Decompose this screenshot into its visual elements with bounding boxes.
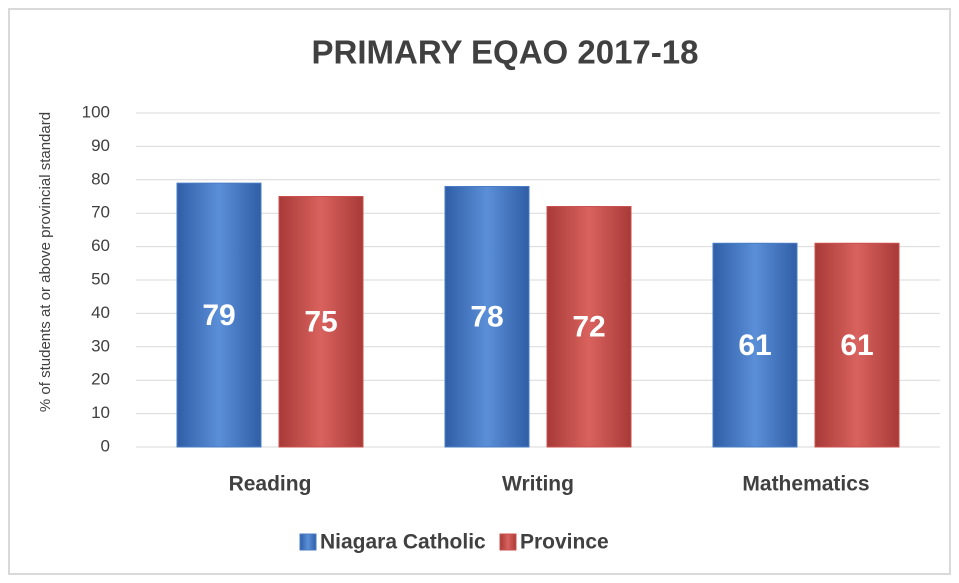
data-label: 78 bbox=[470, 301, 503, 334]
x-tick-label: Mathematics bbox=[742, 473, 869, 496]
y-tick-label: 90 bbox=[91, 136, 110, 155]
chart-title: PRIMARY EQAO 2017-18 bbox=[312, 34, 699, 71]
y-tick-label: 20 bbox=[91, 370, 110, 389]
bar bbox=[176, 182, 262, 448]
legend-label: Province bbox=[520, 531, 609, 554]
bar bbox=[444, 185, 530, 448]
y-tick-label: 80 bbox=[91, 169, 110, 188]
data-label: 61 bbox=[840, 329, 873, 362]
y-tick-label: 70 bbox=[91, 203, 110, 222]
y-tick-label: 50 bbox=[91, 269, 110, 288]
legend-swatch bbox=[299, 533, 317, 551]
bar bbox=[814, 242, 900, 448]
legend-label: Niagara Catholic bbox=[320, 531, 486, 554]
legend-swatch bbox=[499, 533, 517, 551]
y-axis-label: % of students at or above provincial sta… bbox=[37, 112, 54, 412]
data-label: 72 bbox=[572, 311, 605, 344]
data-label: 75 bbox=[304, 306, 337, 339]
bar bbox=[712, 242, 798, 448]
bar bbox=[546, 206, 632, 448]
y-tick-label: 100 bbox=[82, 102, 110, 121]
y-tick-label: 10 bbox=[91, 403, 110, 422]
x-tick-label: Writing bbox=[502, 473, 574, 496]
data-label: 61 bbox=[738, 329, 771, 362]
bar bbox=[278, 196, 364, 448]
y-tick-label: 60 bbox=[91, 236, 110, 255]
y-tick-label: 30 bbox=[91, 336, 110, 355]
y-tick-label: 0 bbox=[101, 436, 110, 455]
x-tick-label: Reading bbox=[229, 473, 312, 496]
data-label: 79 bbox=[202, 299, 235, 332]
y-tick-label: 40 bbox=[91, 303, 110, 322]
